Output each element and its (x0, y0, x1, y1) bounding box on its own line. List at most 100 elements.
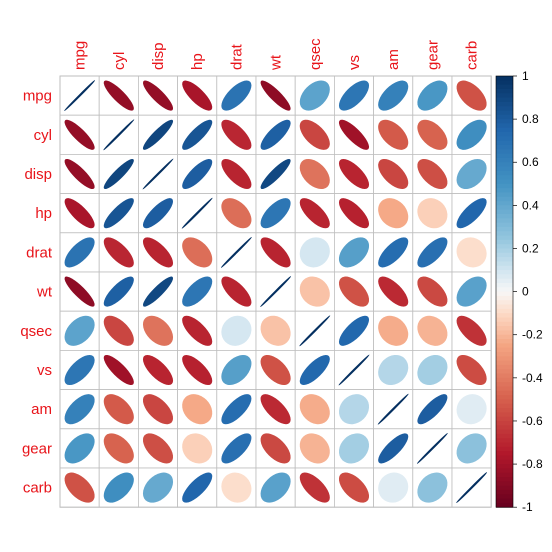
colorbar-tick-label: 1 (522, 69, 529, 83)
ellipse-carb-am (378, 472, 409, 503)
colorbar-segment (496, 468, 513, 474)
ellipse-vs-vs (338, 354, 370, 386)
ellipse-cyl-am (378, 119, 409, 150)
colorbar-segment (496, 489, 513, 495)
ellipse-vs-drat (221, 354, 252, 386)
colorbar-segment (496, 382, 513, 387)
colorbar-tick-label: 0.8 (522, 112, 539, 126)
row-label-cyl: cyl (34, 127, 52, 144)
colorbar-segment (496, 76, 513, 81)
row-label-am: am (31, 401, 52, 418)
column-label-hp: hp (189, 53, 206, 70)
colorbar-segment (496, 502, 513, 508)
ellipse-qsec-mpg (64, 315, 95, 346)
colorbar-segment (496, 399, 513, 405)
ellipse-mpg-mpg (64, 80, 96, 112)
colorbar-segment (496, 205, 513, 211)
ellipse-gear-qsec (299, 433, 330, 464)
colorbar-segment (496, 188, 513, 193)
ellipse-am-hp (182, 394, 213, 425)
colorbar-segment (496, 287, 513, 293)
row-label-drat: drat (26, 244, 53, 261)
ellipse-qsec-drat (221, 315, 252, 346)
ellipse-disp-gear (417, 158, 448, 190)
colorbar-segment (496, 477, 513, 482)
ellipse-mpg-am (378, 80, 409, 111)
colorbar-segment (496, 265, 513, 271)
ellipse-hp-drat (221, 198, 252, 229)
ellipse-mpg-gear (417, 80, 448, 111)
colorbar-segment (496, 114, 513, 120)
colorbar-segment (496, 175, 513, 180)
colorbar-segment (496, 80, 513, 86)
colorbar-segment (496, 261, 513, 267)
colorbar-segment (496, 446, 513, 452)
colorbar-segment (496, 403, 513, 409)
ellipse-wt-drat (221, 276, 252, 307)
ellipse-disp-qsec (299, 158, 330, 190)
ellipse-gear-gear (416, 432, 448, 464)
colorbar-segment (496, 356, 513, 362)
row-label-vs: vs (37, 362, 52, 379)
row-label-disp: disp (24, 166, 52, 183)
ellipse-hp-cyl (103, 198, 134, 229)
ellipse-drat-cyl (103, 237, 134, 268)
ellipse-qsec-cyl (103, 315, 134, 346)
colorbar-segment (496, 438, 513, 444)
colorbar-segment (496, 343, 513, 349)
ellipse-gear-carb (456, 433, 487, 464)
colorbar-segment (496, 149, 513, 155)
column-labels: mpg cyl disp hp drat wt qsec vs am gear carb (72, 38, 481, 71)
ellipse-mpg-disp (142, 80, 174, 111)
column-label-mpg: mpg (72, 41, 89, 70)
ellipse-wt-disp (142, 276, 174, 307)
colorbar-tick-label: -0.2 (522, 328, 543, 342)
colorbar: 1 0.8 0.6 0.4 0.2 0 -0.2 -0.4 -0.6 -0.8 -1 (495, 69, 543, 514)
colorbar-segment (496, 321, 513, 327)
ellipse-hp-disp (142, 198, 174, 229)
colorbar-segment (496, 110, 513, 116)
ellipse-cyl-wt (260, 119, 291, 150)
ellipse-drat-am (378, 237, 409, 268)
colorbar-segment (496, 183, 513, 189)
colorbar-segment (496, 101, 513, 107)
ellipse-wt-cyl (103, 276, 134, 307)
ellipse-gear-disp (142, 433, 174, 464)
colorbar-segment (496, 239, 513, 245)
colorbar-segment (496, 252, 513, 258)
row-label-wt: wt (36, 284, 53, 301)
colorbar-segment (496, 106, 513, 111)
colorbar-segment (496, 433, 513, 439)
cell-grid (59, 75, 492, 508)
colorbar-segment (496, 231, 513, 237)
column-label-am: am (385, 49, 402, 70)
ellipse-mpg-hp (182, 80, 213, 111)
ellipse-qsec-am (378, 315, 409, 346)
colorbar-segment (496, 157, 513, 163)
row-label-hp: hp (35, 205, 52, 222)
colorbar-segment (496, 257, 513, 262)
colorbar-segment (496, 282, 513, 288)
colorbar-segment (496, 360, 513, 366)
ellipse-wt-gear (417, 276, 448, 307)
ellipse-wt-carb (456, 276, 487, 307)
ellipse-mpg-carb (456, 80, 487, 111)
column-label-wt: wt (268, 54, 285, 71)
colorbar-segment (496, 351, 513, 357)
ellipse-disp-carb (456, 158, 487, 190)
ellipse-am-mpg (64, 394, 95, 425)
colorbar-segment (496, 278, 513, 284)
ellipse-vs-wt (260, 354, 291, 386)
colorbar-tick-label: 0.4 (522, 198, 539, 212)
ellipse-disp-hp (182, 158, 213, 190)
ellipse-carb-qsec (299, 472, 330, 503)
ellipse-drat-vs (338, 237, 370, 268)
ellipse-carb-drat (221, 472, 252, 503)
ellipse-am-gear (417, 394, 448, 425)
ellipse-am-cyl (103, 394, 134, 425)
ellipse-disp-am (378, 158, 409, 190)
ellipse-gear-mpg (64, 433, 95, 464)
ellipse-gear-cyl (103, 433, 134, 464)
column-label-vs: vs (346, 55, 363, 70)
ellipse-gear-drat (221, 433, 252, 464)
